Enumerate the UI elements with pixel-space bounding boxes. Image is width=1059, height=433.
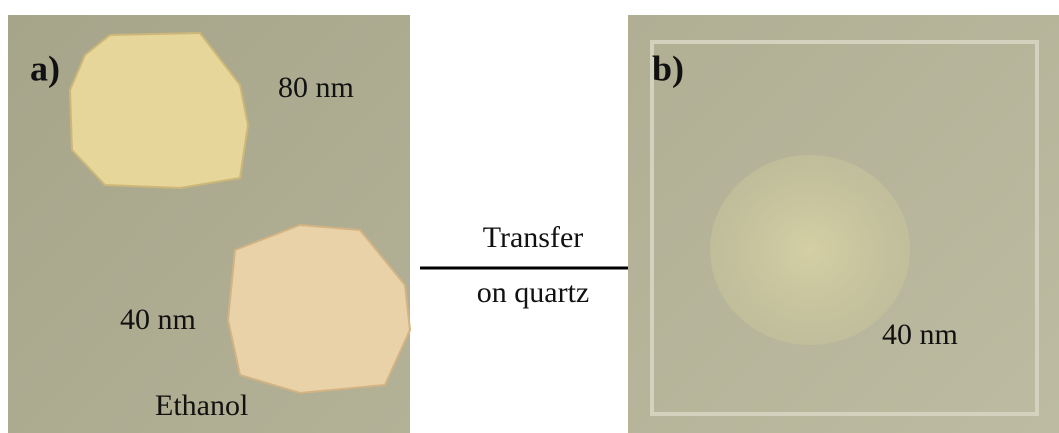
arrow-caption: on quartz bbox=[477, 276, 589, 309]
thickness-label: 40 nm bbox=[120, 303, 196, 336]
thickness-label: 40 nm bbox=[882, 318, 958, 351]
film-40nm bbox=[710, 155, 910, 345]
figure: a) 80 nm 40 nm Ethanol Transfer on quart… bbox=[0, 0, 1059, 433]
page: {"panel_a": {"label": "a)", "film_top_th… bbox=[0, 0, 1059, 433]
panel-label: b) bbox=[652, 48, 684, 88]
panel-b: b) 40 nm bbox=[628, 15, 1059, 433]
panel-label: a) bbox=[30, 48, 60, 88]
medium-label: Ethanol bbox=[155, 389, 248, 422]
arrow-caption: Transfer bbox=[483, 221, 584, 254]
thickness-label: 80 nm bbox=[278, 71, 354, 104]
panel-a: a) 80 nm 40 nm Ethanol bbox=[8, 15, 410, 433]
